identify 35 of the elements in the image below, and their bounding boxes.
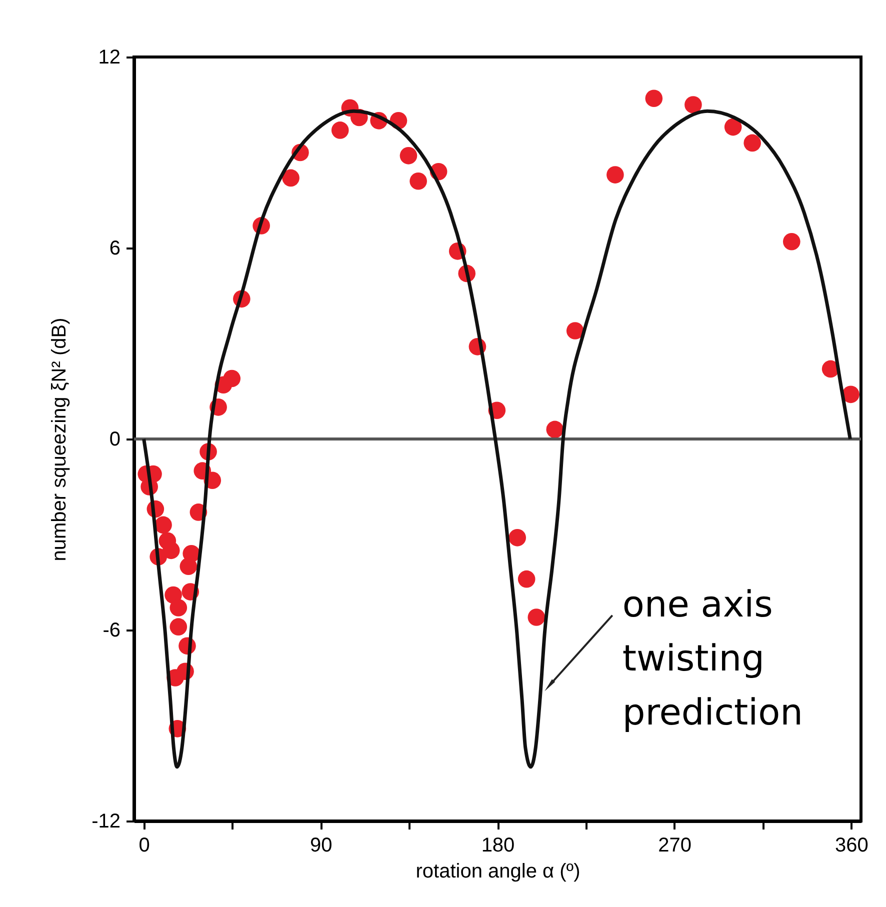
- y-tick-label: 6: [109, 238, 120, 260]
- point: [400, 147, 418, 164]
- y-axis-title: number squeezing ξN² (dB): [48, 318, 71, 562]
- point: [170, 618, 188, 636]
- x-axis-title: rotation angle α (º): [416, 860, 580, 882]
- point: [170, 599, 188, 616]
- point: [410, 172, 427, 190]
- point: [154, 516, 172, 534]
- x-tick-label: 0: [138, 834, 150, 856]
- point: [724, 118, 742, 136]
- point: [508, 529, 526, 546]
- point: [684, 96, 702, 114]
- point: [528, 608, 546, 626]
- y-tick-label: 12: [98, 46, 120, 68]
- point: [546, 420, 564, 438]
- x-tick-label: 360: [834, 834, 868, 856]
- point: [842, 386, 860, 404]
- y-tick-label: -6: [102, 620, 120, 642]
- point: [282, 169, 300, 187]
- point: [744, 134, 762, 152]
- point: [180, 558, 198, 575]
- point: [162, 542, 180, 560]
- x-tick-label: 270: [658, 834, 692, 856]
- annotation: one axis twisting prediction: [622, 584, 803, 734]
- point: [518, 570, 536, 588]
- point: [331, 122, 349, 139]
- point: [645, 90, 663, 108]
- y-tick-label: 0: [109, 428, 120, 450]
- y-tick-label: -12: [92, 810, 120, 832]
- point: [782, 232, 800, 250]
- point: [606, 166, 624, 184]
- x-tick-label: 180: [481, 834, 515, 856]
- point: [223, 370, 241, 388]
- x-tick-label: 90: [310, 834, 332, 856]
- point: [566, 322, 584, 340]
